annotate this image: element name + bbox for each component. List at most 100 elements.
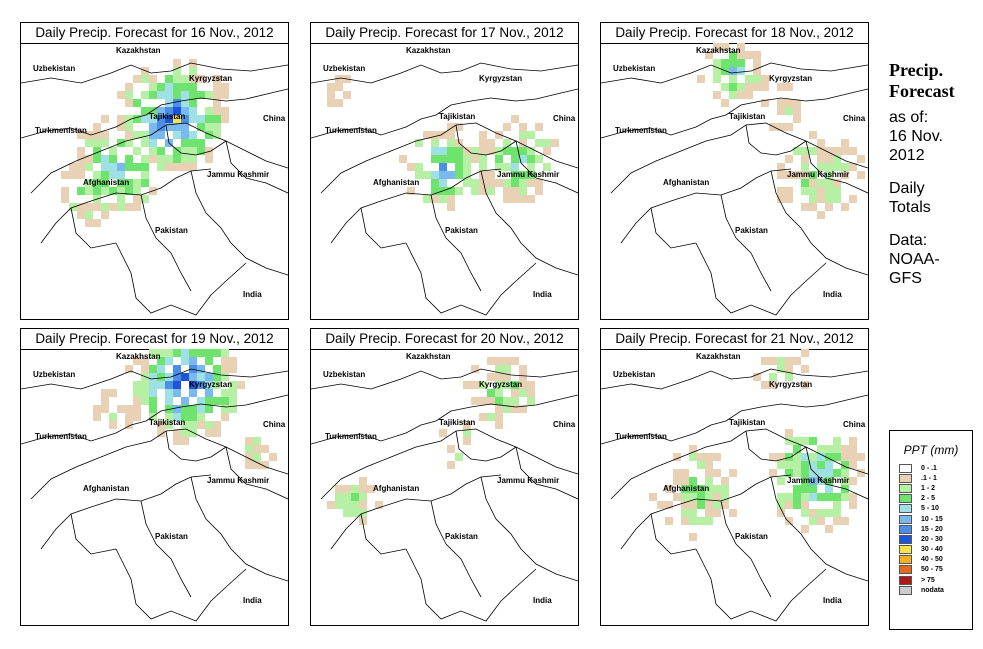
precip-cell xyxy=(93,139,101,147)
precip-cell xyxy=(713,43,721,51)
precip-cell xyxy=(157,163,165,171)
precip-cell xyxy=(833,501,841,509)
precip-cell xyxy=(511,115,519,123)
precip-cell xyxy=(503,195,511,203)
precip-cell xyxy=(109,163,117,171)
precip-cell xyxy=(77,211,85,219)
border-line xyxy=(190,476,288,582)
precip-cell xyxy=(817,187,825,195)
precip-cell xyxy=(101,179,109,187)
precip-cell xyxy=(809,195,817,203)
precip-cell xyxy=(487,397,495,405)
precip-cell xyxy=(825,155,833,163)
precip-cell xyxy=(221,357,229,365)
country-label-turkmenistan: Turkmenistan xyxy=(35,126,87,135)
precip-cell xyxy=(327,83,335,91)
precip-cell xyxy=(761,83,769,91)
border-line xyxy=(115,242,247,316)
precip-cell xyxy=(213,381,221,389)
precip-cell xyxy=(801,509,809,517)
precip-cell xyxy=(221,91,229,99)
precip-cell xyxy=(503,357,511,365)
precip-cell xyxy=(173,131,181,139)
legend-item: 10 - 15 xyxy=(890,514,972,524)
precip-cell xyxy=(503,373,511,381)
border-line xyxy=(40,168,212,244)
precip-cell xyxy=(431,187,439,195)
precip-cell xyxy=(157,83,165,91)
precip-cell xyxy=(809,477,817,485)
precip-cell xyxy=(197,421,205,429)
precip-cell xyxy=(495,155,503,163)
precip-cell xyxy=(125,413,133,421)
precip-cell xyxy=(141,115,149,123)
precip-cell xyxy=(165,357,173,365)
precip-cell xyxy=(793,461,801,469)
precip-cell xyxy=(833,469,841,477)
border-line xyxy=(140,194,192,292)
precip-cell xyxy=(785,517,793,525)
country-label-india: India xyxy=(823,596,842,605)
precip-cell xyxy=(745,91,753,99)
precip-cell xyxy=(487,139,495,147)
precip-cell xyxy=(69,171,77,179)
precip-cell xyxy=(149,413,157,421)
precip-cell xyxy=(125,91,133,99)
precip-cell xyxy=(535,123,543,131)
precip-cell xyxy=(221,413,229,421)
precip-cell xyxy=(343,501,351,509)
precip-cell xyxy=(479,381,487,389)
ppt-legend: PPT (mm) 0 - .1 .1 - 1 1 - 2 2 - 5 5 - 10 10 … xyxy=(889,430,973,630)
precip-cell xyxy=(205,91,213,99)
precip-cell xyxy=(527,155,535,163)
precip-cell xyxy=(165,413,173,421)
precip-cell xyxy=(245,453,253,461)
precip-cell xyxy=(439,163,447,171)
precip-cell xyxy=(165,163,173,171)
precip-cell xyxy=(141,75,149,83)
precip-cell xyxy=(181,83,189,91)
precip-cell xyxy=(503,397,511,405)
precip-cell xyxy=(471,397,479,405)
precip-cell xyxy=(713,509,721,517)
precip-cell xyxy=(165,421,173,429)
precip-cell xyxy=(817,445,825,453)
precip-cell xyxy=(785,365,793,373)
precip-cell xyxy=(753,59,761,67)
precip-cell xyxy=(133,397,141,405)
precip-cell xyxy=(471,365,479,373)
precip-cell xyxy=(205,381,213,389)
legend-swatch xyxy=(899,565,912,575)
precip-cell xyxy=(463,437,471,445)
precip-cell xyxy=(221,405,229,413)
border-line xyxy=(115,548,247,622)
legend-item: 2 - 5 xyxy=(890,494,972,504)
legend-item: 40 - 50 xyxy=(890,555,972,565)
precip-cell xyxy=(125,155,133,163)
precip-cell xyxy=(173,413,181,421)
country-label-india: India xyxy=(823,290,842,299)
precip-cell xyxy=(173,115,181,123)
precip-cell xyxy=(133,75,141,83)
border-line xyxy=(311,62,578,84)
precip-cell xyxy=(205,373,213,381)
precip-cell xyxy=(447,445,455,453)
legend-item: 30 - 40 xyxy=(890,545,972,555)
precip-cell xyxy=(173,107,181,115)
precip-cell xyxy=(245,437,253,445)
precip-cell xyxy=(439,179,447,187)
country-label-kyrgyzstan: Kyrgyzstan xyxy=(189,380,232,389)
precip-cell xyxy=(181,397,189,405)
precip-cell xyxy=(705,509,713,517)
precip-cell xyxy=(833,437,841,445)
precip-cell xyxy=(189,421,197,429)
precip-cell xyxy=(213,99,221,107)
precip-cell xyxy=(697,461,705,469)
precip-cell xyxy=(343,509,351,517)
precip-cell xyxy=(801,203,809,211)
precip-cell xyxy=(149,155,157,163)
precip-cell xyxy=(117,187,125,195)
precip-cell xyxy=(487,179,495,187)
precip-map: Kazakhstan Uzbekistan Kyrgyzstan Tajikistan… xyxy=(311,352,578,622)
forecast-panel-3: Daily Precip. Forecast for 18 Nov., 2012… xyxy=(600,22,869,320)
